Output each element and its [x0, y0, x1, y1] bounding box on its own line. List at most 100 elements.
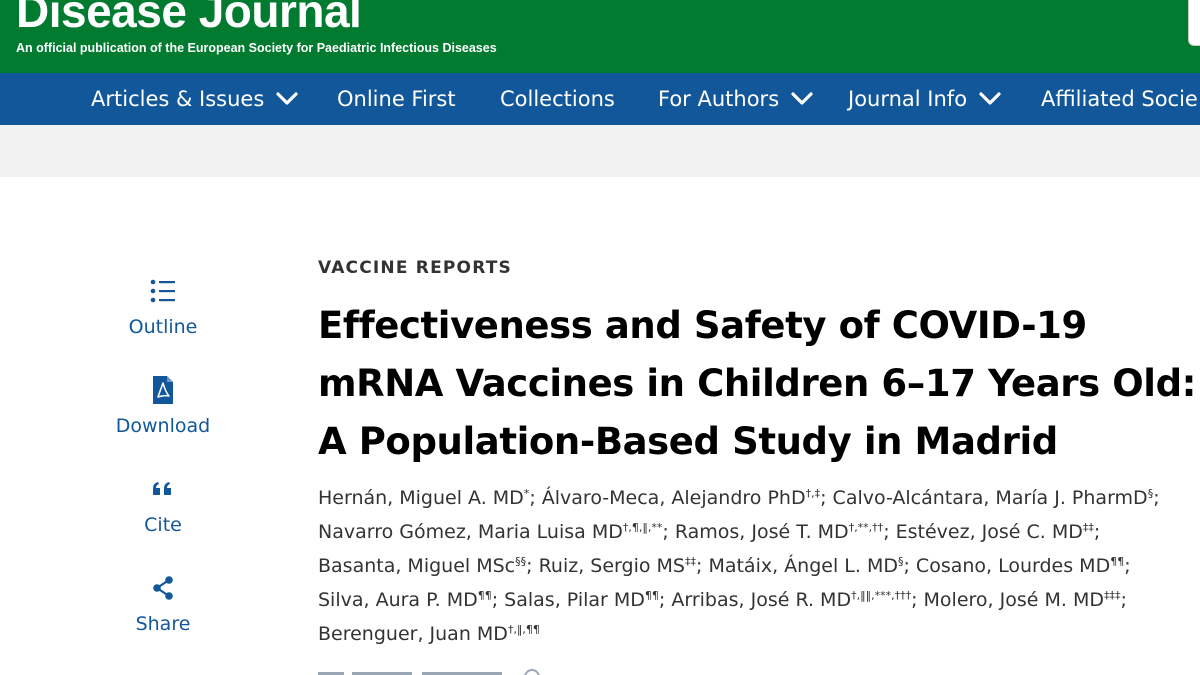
author-link[interactable]: Cosano, Lourdes MD¶¶	[916, 555, 1124, 577]
author-link[interactable]: Basanta, Miguel MSc§§	[318, 555, 526, 577]
nav-articles-issues[interactable]: Articles & Issues	[91, 73, 298, 125]
nav-affiliated-societies[interactable]: Affiliated Socie	[1041, 73, 1198, 125]
author-separator: ;	[903, 555, 916, 577]
author-affiliation-marks: ‡‡‡	[1103, 589, 1121, 602]
article-title-line: A Population-Based Study in Madrid	[318, 420, 1058, 463]
author-separator: ;	[911, 589, 924, 611]
nav-online-first-label: Online First	[337, 87, 456, 111]
article-title: Effectiveness and Safety of COVID-19 mRN…	[318, 297, 1200, 471]
outline-label: Outline	[128, 316, 198, 338]
author-link[interactable]: Matáix, Ángel L. MD§	[708, 555, 903, 577]
author-link[interactable]: Ruiz, Sergio MS‡‡	[539, 555, 696, 577]
nav-collections[interactable]: Collections	[500, 73, 615, 125]
author-affiliation-marks: †,‖‖,***,†††	[851, 589, 912, 602]
journal-header: Disease Journal An official publication …	[0, 0, 1200, 73]
author-affiliation-marks: ‡‡	[1082, 521, 1094, 534]
article-title-line: Effectiveness and Safety of COVID-19	[318, 304, 1087, 347]
author-separator: ;	[883, 521, 896, 543]
author-name: Álvaro-Meca, Alejandro PhD	[541, 487, 806, 509]
author-link[interactable]: Berenguer, Juan MD†,‖,¶¶	[318, 623, 540, 645]
cite-label: Cite	[144, 514, 182, 536]
author-affiliation-marks: ¶¶	[644, 589, 659, 602]
share-button[interactable]: Share	[98, 573, 228, 635]
cite-button[interactable]: Cite	[98, 474, 228, 536]
author-name: Calvo-Alcántara, María J. PharmD	[832, 487, 1148, 509]
author-name: Molero, José M. MD	[923, 589, 1104, 611]
author-link[interactable]: Estévez, José C. MD‡‡	[896, 521, 1094, 543]
author-separator: ;	[695, 555, 709, 577]
author-separator: ;	[529, 487, 542, 509]
outline-button[interactable]: Outline	[98, 276, 228, 338]
author-separator: ;	[1153, 487, 1160, 509]
quote-icon	[98, 474, 228, 504]
nav-online-first[interactable]: Online First	[337, 73, 456, 125]
author-affiliation-marks: ¶¶	[477, 589, 492, 602]
author-name: Hernán, Miguel A. MD	[318, 487, 524, 509]
author-name: Berenguer, Juan MD	[318, 623, 508, 645]
journal-subtitle: An official publication of the European …	[16, 41, 497, 55]
author-name: Silva, Aura P. MD	[318, 589, 478, 611]
author-affiliation-marks: §	[897, 555, 904, 568]
nav-for-authors-label: For Authors	[658, 87, 780, 111]
nav-journal-info[interactable]: Journal Info	[848, 73, 1001, 125]
author-name: Basanta, Miguel MSc	[318, 555, 516, 577]
nav-collections-label: Collections	[500, 87, 615, 111]
author-name: Matáix, Ángel L. MD	[708, 555, 898, 577]
author-affiliation-marks: †,‡	[805, 487, 821, 500]
nav-articles-issues-label: Articles & Issues	[91, 87, 265, 111]
author-affiliation-marks: §	[1147, 487, 1154, 500]
author-link[interactable]: Calvo-Alcántara, María J. PharmD§	[833, 487, 1154, 509]
author-name: Ramos, José T. MD	[674, 521, 849, 543]
author-name: Arribas, José R. MD	[671, 589, 852, 611]
author-affiliation-marks: †,**,††	[848, 521, 884, 534]
author-link[interactable]: Molero, José M. MD‡‡‡	[924, 589, 1121, 611]
author-separator: ;	[1093, 521, 1101, 543]
nav-journal-info-label: Journal Info	[848, 87, 968, 111]
journal-title[interactable]: Disease Journal	[16, 0, 362, 37]
author-link[interactable]: Arribas, José R. MD†,‖‖,***,†††	[671, 589, 911, 611]
share-icon	[98, 573, 228, 603]
chevron-down-icon	[979, 92, 1001, 105]
author-affiliation-marks: †,‖,¶¶	[507, 623, 540, 636]
nav-for-authors[interactable]: For Authors	[658, 73, 813, 125]
author-separator: ;	[1124, 555, 1131, 577]
author-name: Navarro Gómez, Maria Luisa MD	[318, 521, 623, 543]
search-box[interactable]	[1188, 0, 1200, 46]
download-label: Download	[115, 415, 211, 437]
author-link[interactable]: Silva, Aura P. MD¶¶	[318, 589, 492, 611]
download-button[interactable]: Download	[98, 375, 228, 437]
subheader-band	[0, 125, 1200, 177]
nav-affiliated-societies-label: Affiliated Socie	[1041, 87, 1198, 111]
author-separator: ;	[1120, 589, 1127, 611]
author-affiliation-marks: ‡‡	[684, 555, 696, 568]
author-name: Salas, Pilar MD	[504, 589, 645, 611]
author-separator: ;	[491, 589, 505, 611]
article-title-line: mRNA Vaccines in Children 6–17 Years Old…	[318, 362, 1197, 405]
list-icon	[98, 276, 228, 306]
chevron-down-icon	[276, 92, 298, 105]
author-link[interactable]: Hernán, Miguel A. MD*	[318, 487, 529, 509]
author-link[interactable]: Salas, Pilar MD¶¶	[504, 589, 659, 611]
author-separator: ;	[662, 521, 675, 543]
chevron-down-icon	[791, 92, 813, 105]
author-name: Estévez, José C. MD	[895, 521, 1083, 543]
article-type: VACCINE REPORTS	[318, 258, 512, 278]
author-separator: ;	[820, 487, 833, 509]
author-separator: ;	[658, 589, 672, 611]
article-info-link-partial[interactable]	[318, 664, 548, 675]
article-header: VACCINE REPORTS Effectiveness and Safety…	[318, 258, 1200, 651]
main-nav: Articles & Issues Online First Collectio…	[0, 73, 1200, 125]
author-affiliation-marks: §§	[515, 555, 527, 568]
author-list: Hernán, Miguel A. MD*; Álvaro-Meca, Alej…	[318, 481, 1200, 651]
author-link[interactable]: Navarro Gómez, Maria Luisa MD†,¶,‖,**	[318, 521, 662, 543]
author-name: Ruiz, Sergio MS	[538, 555, 685, 577]
author-affiliation-marks: ¶¶	[1110, 555, 1125, 568]
author-affiliation-marks: *	[523, 487, 530, 500]
author-separator: ;	[526, 555, 539, 577]
share-label: Share	[135, 613, 191, 635]
author-link[interactable]: Álvaro-Meca, Alejandro PhD†,‡	[542, 487, 820, 509]
author-affiliation-marks: †,¶,‖,**	[622, 521, 663, 534]
author-link[interactable]: Ramos, José T. MD†,**,††	[675, 521, 883, 543]
author-name: Cosano, Lourdes MD	[915, 555, 1111, 577]
pdf-icon	[98, 375, 228, 405]
